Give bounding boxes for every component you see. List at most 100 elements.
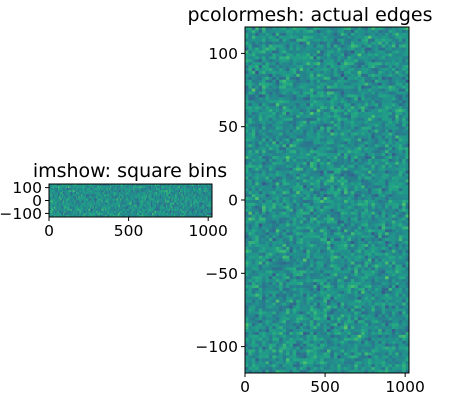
imshow-cell [124,186,126,189]
pcolormesh-cell [272,109,277,113]
imshow-cell [63,192,65,195]
imshow-cell [120,212,122,216]
pcolormesh-cell [395,47,400,51]
pcolormesh-cell [289,202,294,207]
imshow-cell [96,186,98,189]
pcolormesh-cell [275,144,280,148]
pcolormesh-cell [265,156,270,160]
pcolormesh-cell [385,27,389,31]
imshow-cell [108,186,111,189]
imshow-cell [181,204,184,208]
imshow-cell [175,212,177,216]
pcolormesh-cell [309,200,314,204]
imshow-cell [111,198,114,201]
pcolormesh-cell [323,94,328,98]
pcolormesh-cell [330,150,335,154]
pcolormesh-cell [303,176,307,180]
pcolormesh-cell [398,188,403,192]
pcolormesh-cell [374,68,379,72]
pcolormesh-cell [333,68,338,72]
pcolormesh-cell [350,182,355,186]
imshow-cell [115,202,117,205]
imshow-cell [192,204,195,208]
imshow-cell [87,194,89,197]
imshow-cell [56,198,59,201]
imshow-cell [117,196,120,199]
pcolormesh-cell [320,153,324,157]
imshow-cell [102,212,105,216]
imshow-cell [49,196,51,199]
pcolormesh-cell [385,100,389,104]
pcolormesh-cell [248,59,253,63]
imshow-cell [127,184,130,187]
pcolormesh-cell [391,38,396,43]
pcolormesh-cell [357,109,362,113]
pcolormesh-cell [391,50,396,54]
imshow-cell [143,192,145,195]
imshow-cell [85,200,88,203]
pcolormesh-cell [289,35,294,40]
pcolormesh-cell [395,91,400,95]
pcolormesh-cell [316,144,321,148]
pcolormesh-cell [385,79,389,84]
pcolormesh-cell [286,73,290,78]
pcolormesh-cell [272,170,277,174]
pcolormesh-cell [265,97,270,101]
pcolormesh-cell [354,188,359,192]
pcolormesh-cell [296,100,301,104]
pcolormesh-cell [303,114,307,119]
pcolormesh-cell [333,194,338,198]
imshow-cell [99,214,102,218]
pcolormesh-cell [282,94,287,98]
imshow-cell [205,206,208,210]
imshow-cell [55,192,57,195]
pcolormesh-cell [279,70,283,75]
imshow-cell [166,210,168,214]
pcolormesh-cell [374,141,379,145]
pcolormesh-cell [402,153,406,157]
pcolormesh-cell [391,59,396,63]
imshow-cell [166,206,168,210]
imshow-cell [163,208,166,212]
imshow-cell [161,210,163,214]
imshow-cell [79,190,82,193]
pcolormesh-cell [320,170,324,174]
imshow-cell [93,214,96,218]
pcolormesh-cell [371,132,376,136]
pcolormesh-cell [313,106,318,110]
imshow-cell [106,190,108,193]
pcolormesh-cell [258,191,263,195]
imshow-cell [110,212,112,216]
pcolormesh-cell [340,53,345,57]
pcolormesh-cell [320,27,324,31]
pcolormesh-cell [251,32,256,37]
imshow-cell [186,192,189,195]
pcolormesh-cell [251,73,256,78]
imshow-cell [181,188,184,191]
imshow-cell [94,196,97,199]
pcolormesh-cell [337,161,342,166]
pcolormesh-cell [357,147,362,151]
imshow-cell [78,184,80,187]
imshow-cell [186,188,189,191]
imshow-cell [65,208,68,212]
imshow-cell [124,194,126,197]
pcolormesh-cell [350,129,355,133]
pcolormesh-cell [337,123,342,128]
pcolormesh-cell [350,194,355,198]
pcolormesh-cell [289,112,294,116]
pcolormesh-cell [323,185,328,189]
pcolormesh-cell [251,41,256,45]
pcolormesh-cell [347,197,352,201]
pcolormesh-cell [371,153,376,157]
pcolormesh-cell [337,147,342,151]
pcolormesh-cell [354,88,359,92]
imshow-cell [113,198,116,201]
pcolormesh-cell [248,132,253,136]
imshow-cell [60,200,63,203]
pcolormesh-cell [344,27,348,31]
pcolormesh-cell [286,191,290,195]
imshow-cell [108,214,111,218]
imshow-cell [122,196,125,199]
